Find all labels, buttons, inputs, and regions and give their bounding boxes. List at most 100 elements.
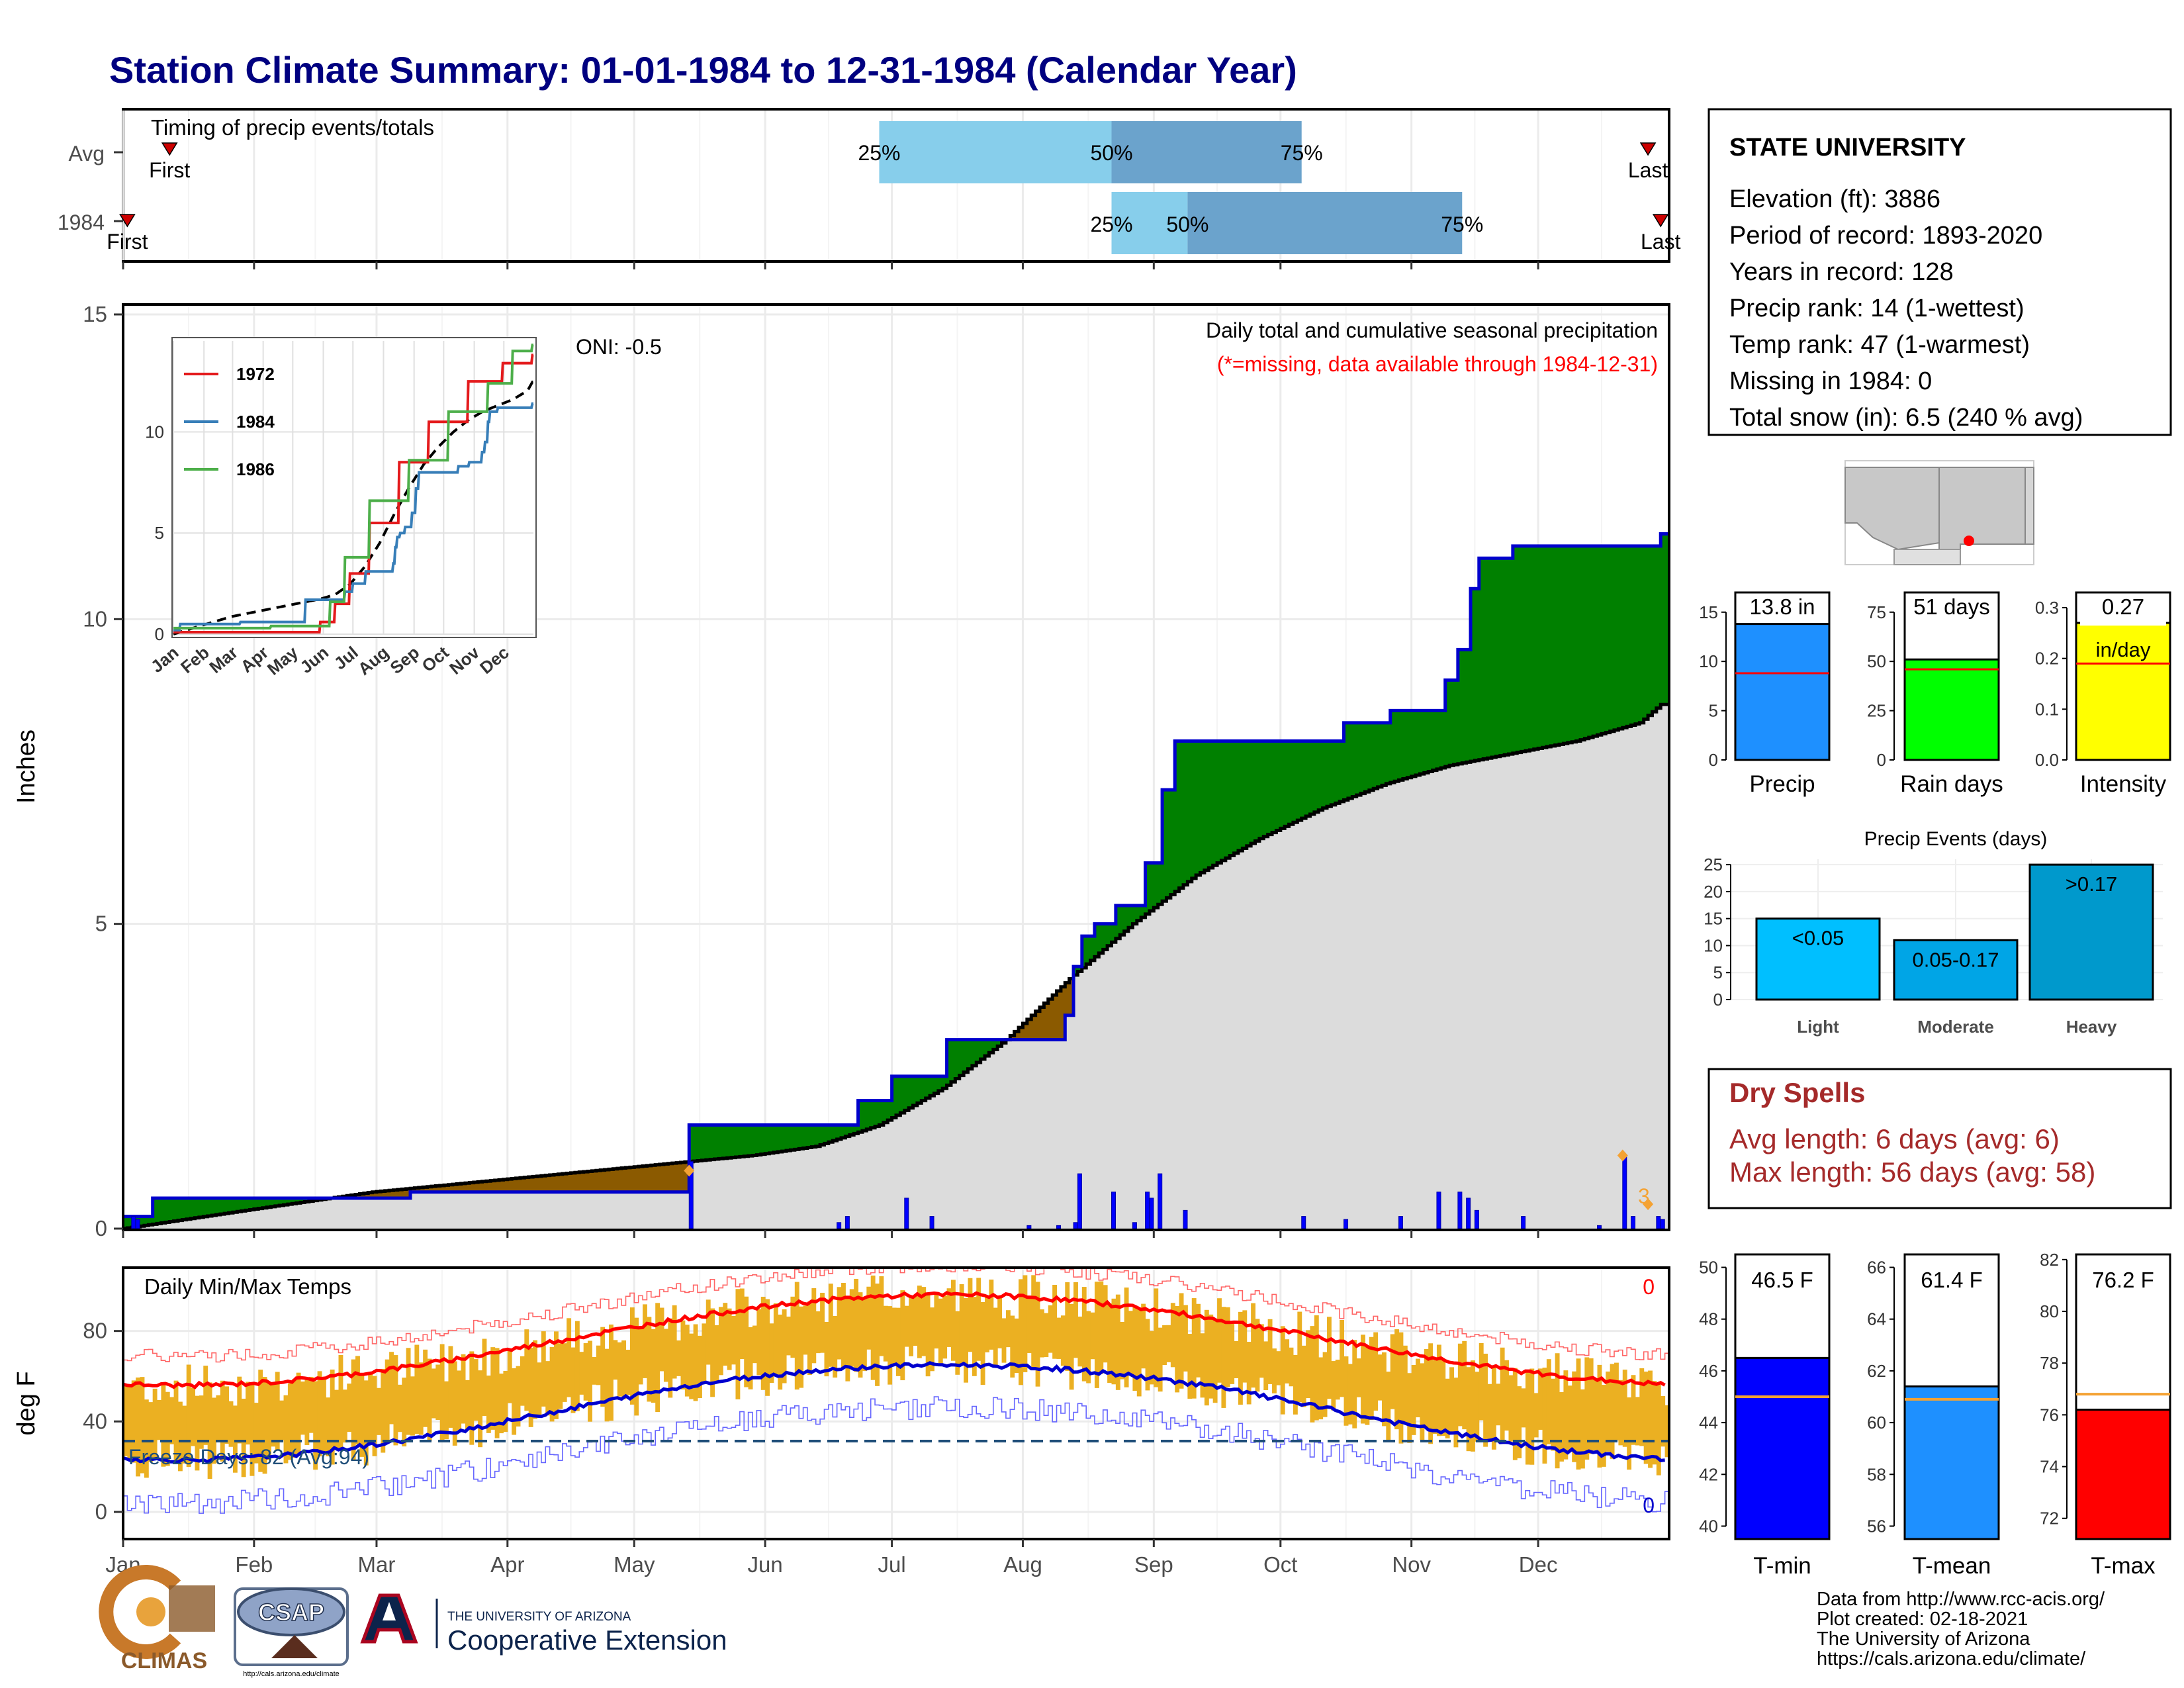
daily-temp-range-bar xyxy=(672,1305,677,1379)
daily-temp-range-bar xyxy=(355,1356,360,1445)
last-event-marker xyxy=(1639,142,1657,156)
daily-temp-range-bar xyxy=(930,1307,934,1372)
daily-temp-range-bar xyxy=(964,1297,969,1383)
daily-temp-range-bar xyxy=(1416,1358,1420,1418)
daily-temp-range-bar xyxy=(955,1311,960,1375)
daily-temp-range-bar xyxy=(1267,1319,1273,1384)
daily-precip-bar xyxy=(131,1216,136,1229)
daily-temp-range-bar xyxy=(144,1399,149,1478)
daily-temp-range-bar xyxy=(1026,1295,1032,1353)
daily-temp-range-bar xyxy=(765,1299,770,1396)
daily-temp-range-bar xyxy=(1306,1330,1310,1399)
avg-min-line xyxy=(123,1361,1665,1464)
daily-temp-range-bar xyxy=(820,1292,825,1353)
daily-temp-range-bar xyxy=(1230,1323,1235,1384)
daily-temp-range-bar xyxy=(1529,1368,1535,1465)
first-event-label: First xyxy=(149,158,190,182)
daily-temp-range-bar xyxy=(959,1284,964,1366)
daily-temp-range-bar xyxy=(212,1397,216,1464)
daily-temp-range-bar xyxy=(896,1307,901,1376)
daily-temp-range-bar xyxy=(972,1297,977,1376)
daily-temp-range-bar xyxy=(1099,1281,1104,1374)
daily-temp-range-bar xyxy=(1149,1331,1154,1385)
station-name: STATE UNIVERSITY xyxy=(1729,134,1966,162)
daily-temp-range-bar xyxy=(858,1292,863,1378)
daily-temp-range-bar xyxy=(1191,1298,1197,1399)
daily-precip-bar xyxy=(1596,1225,1602,1229)
temp-summary-label: T-mean xyxy=(1913,1553,1991,1579)
daily-precip-bar xyxy=(1145,1192,1150,1229)
daily-temp-range-bar xyxy=(224,1386,230,1444)
daily-temp-range-bar xyxy=(1335,1360,1340,1400)
daily-precip-bar xyxy=(1056,1225,1062,1229)
daily-temp-range-bar xyxy=(308,1376,314,1433)
inset-ytick-label: 5 xyxy=(155,523,164,543)
daily-temp-range-bar xyxy=(647,1317,652,1402)
daily-temp-range-bar xyxy=(148,1402,154,1462)
inset-series-1984 xyxy=(173,402,534,632)
daily-temp-range-bar xyxy=(579,1352,584,1395)
station-info-line: Missing in 1984: 0 xyxy=(1729,367,1932,395)
climas-logo-text: CLIMAS xyxy=(121,1648,207,1673)
events-bar-value: 0.05-0.17 xyxy=(1913,948,1999,971)
temp-summary-tick-label: 72 xyxy=(2040,1509,2059,1528)
daily-temp-range-bar xyxy=(841,1282,846,1369)
daily-temp-range-bar xyxy=(828,1284,833,1367)
daily-temp-range-bar xyxy=(516,1366,521,1427)
daily-temp-range-bar xyxy=(968,1278,973,1352)
precip-ytick-label: 5 xyxy=(95,912,107,936)
events-tick-label: 0 xyxy=(1713,990,1723,1009)
daily-temp-range-bar xyxy=(381,1368,386,1453)
daily-temp-range-bar xyxy=(1225,1307,1230,1387)
last-event-label: Last xyxy=(1628,158,1668,182)
daily-temp-range-bar xyxy=(473,1359,478,1421)
cooperative-extension: Cooperative Extension xyxy=(447,1624,727,1656)
dry-spells-title: Dry Spells xyxy=(1729,1077,1865,1108)
daily-temp-range-bar xyxy=(326,1397,331,1457)
daily-temp-range-bar xyxy=(1187,1334,1193,1399)
temp-summary-label: T-min xyxy=(1753,1553,1811,1579)
daily-temp-range-bar xyxy=(237,1376,242,1444)
daily-temp-range-bar xyxy=(1588,1358,1594,1454)
daily-temp-range-bar xyxy=(1094,1282,1099,1388)
daily-temp-range-bar xyxy=(385,1359,390,1444)
daily-temp-range-bar xyxy=(942,1295,948,1359)
daily-temp-range-bar xyxy=(1162,1325,1167,1366)
cumulative-precip-line xyxy=(123,532,1669,1219)
average-cumulative-area xyxy=(123,704,1669,1229)
daily-temp-range-bar xyxy=(946,1288,952,1347)
daily-temp-range-bar xyxy=(152,1388,158,1458)
daily-temp-range-bar xyxy=(1606,1371,1611,1452)
daily-temp-range-bar xyxy=(638,1326,643,1385)
temp-ytick-label: 40 xyxy=(83,1409,107,1433)
last-event-marker xyxy=(1652,214,1669,228)
daily-temp-range-bar xyxy=(1551,1378,1556,1451)
daily-temp-range-bar xyxy=(837,1287,842,1360)
daily-temp-range-bar xyxy=(448,1346,453,1428)
daily-temp-range-bar xyxy=(1369,1336,1374,1421)
daily-temp-range-bar xyxy=(769,1323,774,1383)
temp-summary-tick-label: 44 xyxy=(1699,1413,1718,1432)
daily-temp-range-bar xyxy=(1158,1327,1163,1392)
daily-temp-range-bar xyxy=(313,1381,318,1470)
daily-temp-range-bar xyxy=(1111,1298,1116,1385)
daily-temp-range-bar xyxy=(1238,1311,1243,1405)
daily-temp-range-bar xyxy=(1656,1384,1661,1476)
daily-temp-range-bar xyxy=(195,1395,200,1471)
events-bar-moderate xyxy=(1893,939,2019,1001)
quartile-bar-high xyxy=(1111,121,1302,183)
daily-temp-range-bar xyxy=(199,1395,204,1449)
daily-temp-range-bar xyxy=(334,1389,340,1449)
daily-temp-range-bar xyxy=(1563,1370,1569,1460)
daily-temp-range-bar xyxy=(900,1290,905,1381)
daily-temp-range-bar xyxy=(232,1405,238,1473)
last-event-label: Last xyxy=(1641,230,1681,254)
daily-temp-range-bar xyxy=(1533,1393,1539,1438)
daily-temp-range-bar xyxy=(1436,1344,1441,1436)
station-location-marker xyxy=(1964,536,1974,546)
legend-label: 1986 xyxy=(236,459,275,479)
temp-summary-value: 46.5 F xyxy=(1751,1268,1813,1292)
daily-temp-range-bar xyxy=(1441,1360,1446,1436)
daily-temp-range-bar xyxy=(558,1343,563,1409)
